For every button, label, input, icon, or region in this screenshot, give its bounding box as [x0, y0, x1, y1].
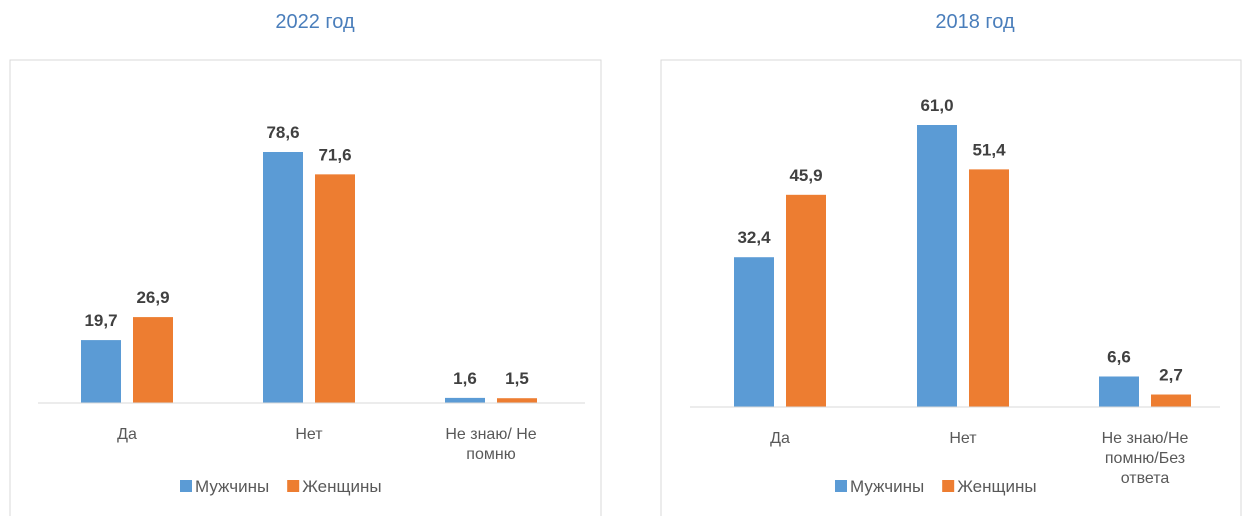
- bar: [786, 194, 826, 407]
- x-tick-label: Да: [117, 426, 137, 443]
- legend-label: Мужчины: [850, 477, 924, 496]
- data-label: 1,6: [453, 369, 477, 388]
- legend-swatch: [180, 480, 192, 492]
- x-tick-label: Нет: [949, 430, 977, 447]
- data-label: 71,6: [318, 145, 351, 164]
- bar: [133, 317, 173, 403]
- bar: [315, 174, 355, 403]
- bar: [969, 169, 1009, 407]
- data-label: 26,9: [136, 288, 169, 307]
- x-tick-label: Не знаю/Не помню/Без ответа: [1101, 430, 1189, 487]
- x-tick-label: Нет: [295, 426, 323, 443]
- chart-title: 2022 год: [275, 11, 355, 33]
- data-label: 78,6: [266, 123, 299, 142]
- legend-label: Женщины: [957, 477, 1036, 496]
- bar: [497, 398, 537, 403]
- x-tick-label: Да: [770, 430, 790, 447]
- chart-frame: [9, 59, 602, 516]
- data-label: 2,7: [1159, 366, 1183, 385]
- data-label: 61,0: [920, 96, 953, 115]
- chart-title: 2018 год: [935, 11, 1015, 33]
- x-tick-label: Не знаю/ Не помню: [445, 426, 537, 463]
- chart-frame: [660, 59, 1242, 516]
- legend-swatch: [835, 480, 847, 492]
- bar: [1099, 376, 1139, 407]
- bar: [81, 340, 121, 403]
- data-label: 6,6: [1107, 347, 1131, 366]
- legend-label: Женщины: [302, 477, 381, 496]
- data-label: 51,4: [972, 140, 1006, 159]
- data-label: 45,9: [789, 166, 822, 185]
- data-label: 19,7: [84, 311, 117, 330]
- bar: [1151, 394, 1191, 407]
- data-label: 32,4: [737, 228, 771, 247]
- bar: [263, 152, 303, 403]
- bar: [445, 397, 485, 403]
- legend-swatch: [287, 480, 300, 492]
- bar: [734, 257, 774, 407]
- bar: [917, 125, 957, 407]
- legend-label: Мужчины: [195, 477, 269, 496]
- data-label: 1,5: [505, 369, 529, 388]
- legend-swatch: [942, 480, 955, 492]
